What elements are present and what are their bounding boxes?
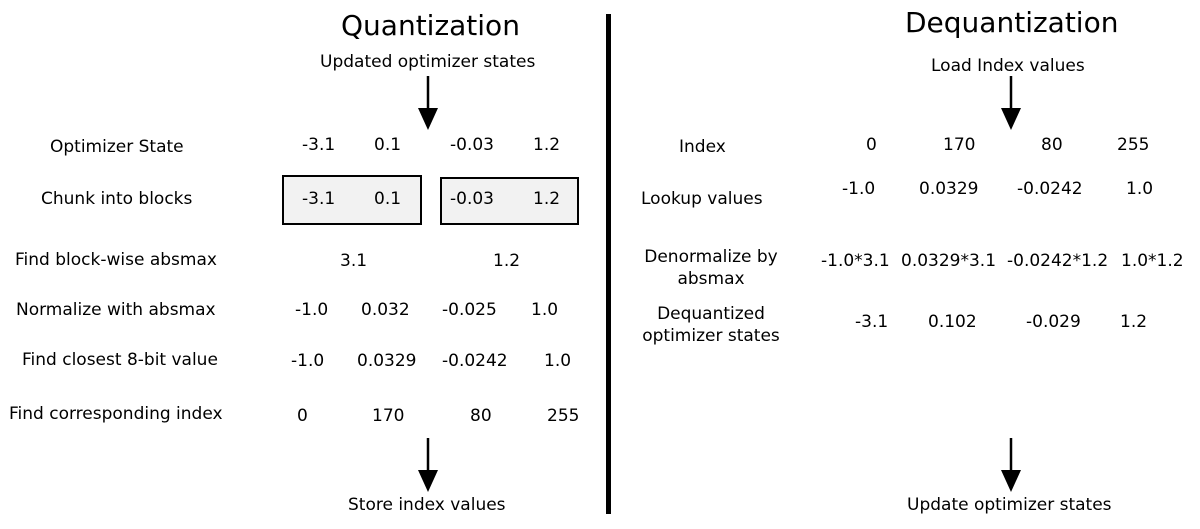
absmax-value: 3.1: [340, 251, 368, 271]
closest-8bit-value: 1.0: [544, 351, 572, 371]
quantization-bottom-label: Store index values: [348, 495, 506, 515]
dequantization-title: Dequantization: [905, 6, 1119, 39]
dequantization-bottom-arrow: [1001, 438, 1021, 492]
row-label-lookup-values: Lookup values: [641, 189, 763, 209]
row-label-denormalize-by-absmax: Denormalize by absmax: [626, 246, 796, 290]
quantization-bottom-arrow: [418, 438, 438, 492]
chunk-value: 1.2: [533, 189, 561, 209]
optimizer-state-value: -0.03: [450, 135, 494, 155]
dequantization-top-label: Load Index values: [931, 56, 1085, 76]
normalized-value: 0.032: [361, 300, 410, 320]
denormalize-value: 1.0*1.2: [1121, 251, 1184, 271]
row-label-line: optimizer states: [642, 326, 780, 346]
deq-index-value: 255: [1117, 135, 1150, 155]
index-value: 80: [470, 406, 492, 426]
row-label-line: Denormalize by: [644, 247, 778, 267]
index-value: 0: [297, 406, 308, 426]
dequantization-top-arrow: [1001, 76, 1021, 130]
row-label-optimizer-state: Optimizer State: [50, 137, 184, 157]
denormalize-value: -1.0*3.1: [821, 251, 890, 271]
chunk-value: 0.1: [374, 189, 402, 209]
dequantized-value: -3.1: [855, 312, 889, 332]
optimizer-state-value: -3.1: [302, 135, 336, 155]
dequantized-value: 1.2: [1120, 312, 1148, 332]
quantization-top-arrow: [418, 76, 438, 130]
closest-8bit-value: 0.0329: [357, 351, 417, 371]
dequantization-bottom-label: Update optimizer states: [907, 495, 1112, 515]
index-value: 255: [547, 406, 580, 426]
normalized-value: -0.025: [442, 300, 497, 320]
absmax-value: 1.2: [493, 251, 521, 271]
row-label-normalize-with-absmax: Normalize with absmax: [16, 300, 216, 320]
denormalize-value: -0.0242*1.2: [1007, 251, 1109, 271]
normalized-value: -1.0: [295, 300, 329, 320]
block-2-box: [440, 177, 579, 225]
block-1-box: [282, 175, 422, 225]
quantization-top-label: Updated optimizer states: [320, 52, 536, 72]
row-label-dequantized-optimizer-states: Dequantized optimizer states: [626, 303, 796, 347]
lookup-value: -0.0242: [1017, 179, 1083, 199]
row-label-closest-8-bit-value: Find closest 8-bit value: [22, 350, 218, 370]
row-label-chunk-into-blocks: Chunk into blocks: [41, 189, 193, 209]
lookup-value: 1.0: [1126, 179, 1154, 199]
dequantized-value: 0.102: [928, 312, 977, 332]
deq-index-value: 0: [866, 135, 877, 155]
lookup-value: 0.0329: [919, 179, 979, 199]
closest-8bit-value: -0.0242: [442, 351, 508, 371]
optimizer-state-value: 1.2: [533, 135, 561, 155]
row-label-corresponding-index: Find corresponding index: [9, 404, 223, 424]
chunk-value: -0.03: [450, 189, 494, 209]
lookup-value: -1.0: [842, 179, 876, 199]
deq-index-value: 170: [943, 135, 976, 155]
row-label-index: Index: [679, 137, 726, 157]
chunk-value: -3.1: [302, 189, 336, 209]
normalized-value: 1.0: [531, 300, 559, 320]
row-label-line: absmax: [677, 269, 745, 289]
quantization-title: Quantization: [341, 9, 520, 42]
section-divider: [606, 14, 611, 514]
row-label-block-wise-absmax: Find block-wise absmax: [15, 250, 217, 270]
optimizer-state-value: 0.1: [374, 135, 402, 155]
dequantized-value: -0.029: [1026, 312, 1081, 332]
row-label-line: Dequantized: [657, 304, 765, 324]
closest-8bit-value: -1.0: [291, 351, 325, 371]
deq-index-value: 80: [1041, 135, 1063, 155]
denormalize-value: 0.0329*3.1: [901, 251, 997, 271]
index-value: 170: [372, 406, 405, 426]
